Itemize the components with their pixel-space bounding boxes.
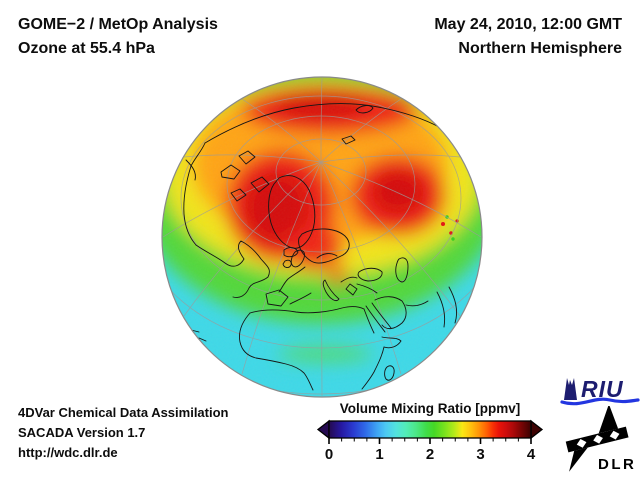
coastline-iceland: [283, 247, 299, 258]
colorbar-title: Volume Mixing Ratio [ppmv]: [340, 401, 521, 416]
riu-logo: RIU: [560, 376, 640, 406]
credits-line2: SACADA Version 1.7: [18, 425, 146, 440]
plot-title: GOME−2 / MetOp Analysis Ozone at 55.4 hP…: [18, 13, 218, 61]
colorbar: Volume Mixing Ratio [ppmv] 0 1 2 3 4: [316, 401, 544, 463]
riu-wave-icon: [560, 397, 640, 406]
riu-logo-text: RIU: [581, 376, 624, 402]
colorbar-tick-label: 0: [325, 446, 333, 463]
colorbar-left-arrow-icon: [316, 419, 330, 440]
colorbar-tick-label: 4: [527, 446, 536, 463]
ozone-field: [162, 77, 482, 397]
plot-title-line1: GOME−2 / MetOp Analysis: [18, 16, 218, 33]
coastlines: [183, 103, 477, 391]
dlr-logo-text: DLR: [598, 456, 636, 473]
plot-datetime: May 24, 2010, 12:00 GMT Northern Hemisph…: [434, 13, 622, 61]
colorbar-ticks: [328, 438, 532, 444]
coastline-africa-north: [249, 306, 365, 314]
dlr-logo: DLR: [565, 406, 636, 473]
colorbar-tick-label: 2: [426, 446, 434, 463]
colorbar-right-arrow-icon: [530, 419, 544, 440]
colorbar-gradient-bar: [328, 420, 532, 439]
plot-date-line: May 24, 2010, 12:00 GMT: [434, 16, 622, 33]
credits-block: 4DVar Chemical Data Assimilation SACADA …: [18, 403, 229, 463]
colorbar-tick-label: 1: [375, 446, 383, 463]
coastline-madagascar: [384, 365, 395, 381]
coastline-black-sea: [357, 267, 383, 282]
plot-title-line2: Ozone at 55.4 hPa: [18, 40, 155, 57]
plot-region-line: Northern Hemisphere: [458, 40, 622, 57]
credits-url: http://wdc.dlr.de: [18, 445, 118, 460]
riu-cathedral-icon: [564, 378, 577, 400]
globe-limb: [161, 76, 483, 398]
colorbar-tick-label: 3: [476, 446, 484, 463]
colorbar-tick-labels: 0 1 2 3 4: [325, 446, 536, 463]
coastline-greenland: [268, 175, 316, 249]
credits-line1: 4DVar Chemical Data Assimilation: [18, 405, 229, 420]
graticule: [162, 77, 482, 397]
coastline-caspian: [395, 257, 409, 283]
